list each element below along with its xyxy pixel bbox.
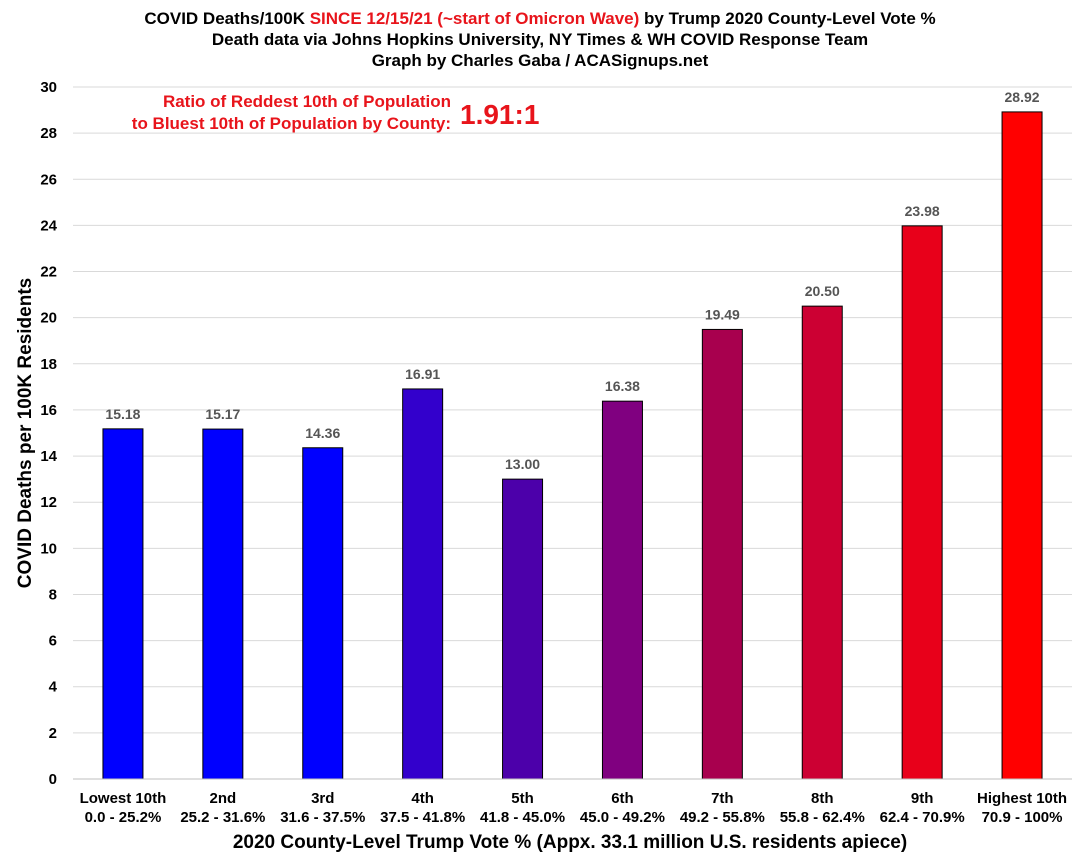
y-tick-label: 18 [40,356,57,373]
y-tick-label: 12 [40,494,57,511]
bar [801,305,843,780]
bar-value-label: 20.50 [805,283,840,299]
bar-value-label: 13.00 [505,456,540,472]
y-tick-label: 20 [40,310,57,327]
bar-value-label: 14.36 [305,425,340,441]
chart-title-highlight: SINCE 12/15/21 (~start of Omicron Wave) [310,9,640,28]
y-tick-label: 22 [40,264,57,281]
bar [901,225,943,780]
bar [402,388,444,780]
bar [601,400,643,780]
y-tick-label: 30 [40,79,57,96]
x-category-label: 8th [811,790,834,807]
bar [302,447,344,780]
x-axis-categories: Lowest 10th 0.0 - 25.2% 2nd 25.2 - 31.6% 3rd… [80,790,1067,826]
chart-title-part3: by Trump 2020 County-Level Vote % [639,9,935,28]
ratio-annotation-line1: Ratio of Reddest 10th of Population [163,92,451,111]
bar [1001,111,1043,780]
x-category-label: 9th [911,790,934,807]
y-tick-label: 24 [40,217,57,234]
bar-value-label: 23.98 [905,203,940,219]
y-tick-label: 2 [49,725,57,742]
value-labels: 15.18 15.17 14.36 16.91 13.00 16.38 19.49 20.50… [105,89,1039,472]
x-category-label: Highest 10th [977,790,1067,807]
x-category-range: 49.2 - 55.8% [680,809,765,826]
x-axis-title: 2020 County-Level Trump Vote % (Appx. 33… [233,832,907,853]
x-category-label: 4th [411,790,434,807]
chart-title-line2: Death data via Johns Hopkins University,… [212,30,868,49]
x-category-range: 41.8 - 45.0% [480,809,565,826]
bar-value-label: 15.18 [105,406,140,422]
y-tick-label: 4 [49,679,58,696]
bar [701,328,743,780]
x-category-range: 0.0 - 25.2% [85,809,162,826]
bar-value-label: 15.17 [205,406,240,422]
x-category-label: 7th [711,790,734,807]
x-category-range: 31.6 - 37.5% [280,809,365,826]
chart-title-line1: COVID Deaths/100K SINCE 12/15/21 (~start… [144,9,935,28]
x-category-range: 45.0 - 49.2% [580,809,665,826]
bars [102,111,1043,780]
y-tick-label: 6 [49,633,57,650]
x-category-label: 5th [511,790,534,807]
x-category-label: 6th [611,790,634,807]
bar-value-label: 19.49 [705,306,740,322]
x-category-range: 62.4 - 70.9% [880,809,965,826]
y-tick-label: 10 [40,540,57,557]
y-tick-label: 0 [49,771,57,788]
chart-title-part1: COVID Deaths/100K [144,9,309,28]
y-axis-title: COVID Deaths per 100K Residents [15,278,36,588]
bar-value-label: 16.38 [605,378,640,394]
ratio-annotation-line2: to Bluest 10th of Population by County: [132,114,451,133]
y-tick-label: 16 [40,402,57,419]
x-category-range: 37.5 - 41.8% [380,809,465,826]
x-category-label: Lowest 10th [80,790,167,807]
y-tick-label: 14 [40,448,57,465]
x-category-range: 70.9 - 100% [982,809,1063,826]
bar [502,478,544,780]
y-tick-label: 26 [40,171,57,188]
x-category-range: 25.2 - 31.6% [180,809,265,826]
ratio-annotation-value: 1.91:1 [460,99,539,130]
chart-title-line3: Graph by Charles Gaba / ACASignups.net [372,51,709,70]
bar-value-label: 28.92 [1005,89,1040,105]
y-tick-label: 8 [49,586,57,603]
x-category-label: 3rd [311,790,334,807]
x-category-range: 55.8 - 62.4% [780,809,865,826]
bar-value-label: 16.91 [405,366,440,382]
bar [202,428,244,780]
y-tick-label: 28 [40,125,57,142]
bar [102,428,144,780]
x-category-label: 2nd [210,790,237,807]
